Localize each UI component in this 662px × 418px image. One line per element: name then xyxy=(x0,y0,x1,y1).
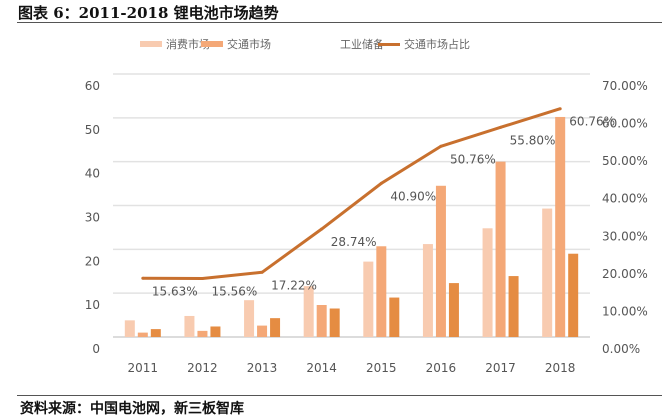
bar-storage xyxy=(150,329,161,337)
bar-storage xyxy=(270,318,281,337)
bar-consumer xyxy=(244,300,255,337)
share-data-label: 17.22% xyxy=(271,278,317,292)
y-left-tick-label: 50 xyxy=(85,123,100,137)
share-point xyxy=(260,270,264,274)
bar-transport xyxy=(257,325,268,337)
legend-label: 交通市场 xyxy=(227,38,271,51)
bar-storage xyxy=(568,253,579,337)
y-right-tick-label: 60.00% xyxy=(602,117,648,131)
legend-item-transport: 交通市场 xyxy=(201,36,271,52)
share-point xyxy=(499,125,503,129)
bar-storage xyxy=(448,283,459,337)
share-data-label: 50.76% xyxy=(450,152,496,166)
legend-item-share: 交通市场占比 xyxy=(378,36,470,52)
y-left-tick-label: 30 xyxy=(85,211,100,225)
figure-title: 图表 6：2011-2018 锂电池市场趋势 xyxy=(18,4,279,22)
legend-item-consumer: 消费市场 xyxy=(140,36,210,52)
y-right-tick-label: 20.00% xyxy=(602,267,648,281)
share-data-label: 15.56% xyxy=(212,285,258,299)
bar-transport xyxy=(435,185,446,337)
x-tick-label: 2013 xyxy=(247,361,278,375)
bar-transport xyxy=(137,332,148,337)
y-right-tick-label: 30.00% xyxy=(602,229,648,243)
legend-label: 消费市场 xyxy=(166,38,210,51)
x-tick-label: 2016 xyxy=(426,361,457,375)
bar-consumer xyxy=(124,320,135,337)
y-right-tick-label: 70.00% xyxy=(602,79,648,93)
share-data-label: 15.63% xyxy=(152,284,198,298)
x-tick-label: 2015 xyxy=(366,361,397,375)
legend-label: 交通市场占比 xyxy=(404,38,470,51)
x-tick-label: 2017 xyxy=(485,361,516,375)
share-point xyxy=(558,107,562,111)
y-left-tick-label: 20 xyxy=(85,254,100,268)
source-rule xyxy=(17,395,662,396)
legend-swatch xyxy=(140,41,162,47)
y-right-tick-label: 50.00% xyxy=(602,154,648,168)
y-right-tick-label: 40.00% xyxy=(602,192,648,206)
title-rule xyxy=(17,22,662,23)
share-point xyxy=(439,144,443,148)
bar-consumer xyxy=(542,208,553,337)
share-data-label: 40.90% xyxy=(390,189,436,203)
bar-storage xyxy=(389,297,400,337)
y-right-tick-label: 0.00% xyxy=(602,342,640,356)
source-note: 资料来源：中国电池网，新三板智库 xyxy=(20,401,244,417)
bar-transport xyxy=(555,116,566,337)
x-tick-label: 2012 xyxy=(187,361,218,375)
x-tick-label: 2014 xyxy=(306,361,337,375)
bar-consumer xyxy=(363,261,374,337)
share-data-label: 28.74% xyxy=(331,235,377,249)
bar-consumer xyxy=(184,315,195,337)
legend-item-storage: 工业储备 xyxy=(314,36,384,52)
x-tick-label: 2011 xyxy=(128,361,159,375)
y-right-tick-label: 10.00% xyxy=(602,304,648,318)
bar-storage xyxy=(329,308,340,337)
share-data-label: 55.80% xyxy=(510,133,556,147)
bar-consumer xyxy=(422,244,433,337)
y-left-tick-label: 0 xyxy=(92,342,100,356)
share-point xyxy=(320,227,324,231)
legend-swatch xyxy=(378,42,400,46)
bar-storage xyxy=(508,276,519,337)
legend-swatch xyxy=(314,41,336,47)
share-point xyxy=(141,276,145,280)
bar-transport xyxy=(495,161,506,337)
share-data-label: 60.76% xyxy=(569,115,615,129)
y-left-tick-label: 10 xyxy=(85,298,100,312)
legend-label: 工业储备 xyxy=(340,38,384,51)
bar-transport xyxy=(376,246,387,337)
share-line xyxy=(142,107,561,281)
y-left-tick-label: 40 xyxy=(85,167,100,181)
x-tick-label: 2018 xyxy=(545,361,576,375)
bar-transport xyxy=(197,330,208,337)
legend-swatch xyxy=(201,41,223,47)
share-point xyxy=(200,277,204,281)
bar-consumer xyxy=(482,228,493,337)
bar-consumer xyxy=(303,286,314,337)
bar-transport xyxy=(316,305,327,337)
y-left-tick-label: 60 xyxy=(85,79,100,93)
bar-storage xyxy=(210,326,221,337)
share-point xyxy=(379,181,383,185)
